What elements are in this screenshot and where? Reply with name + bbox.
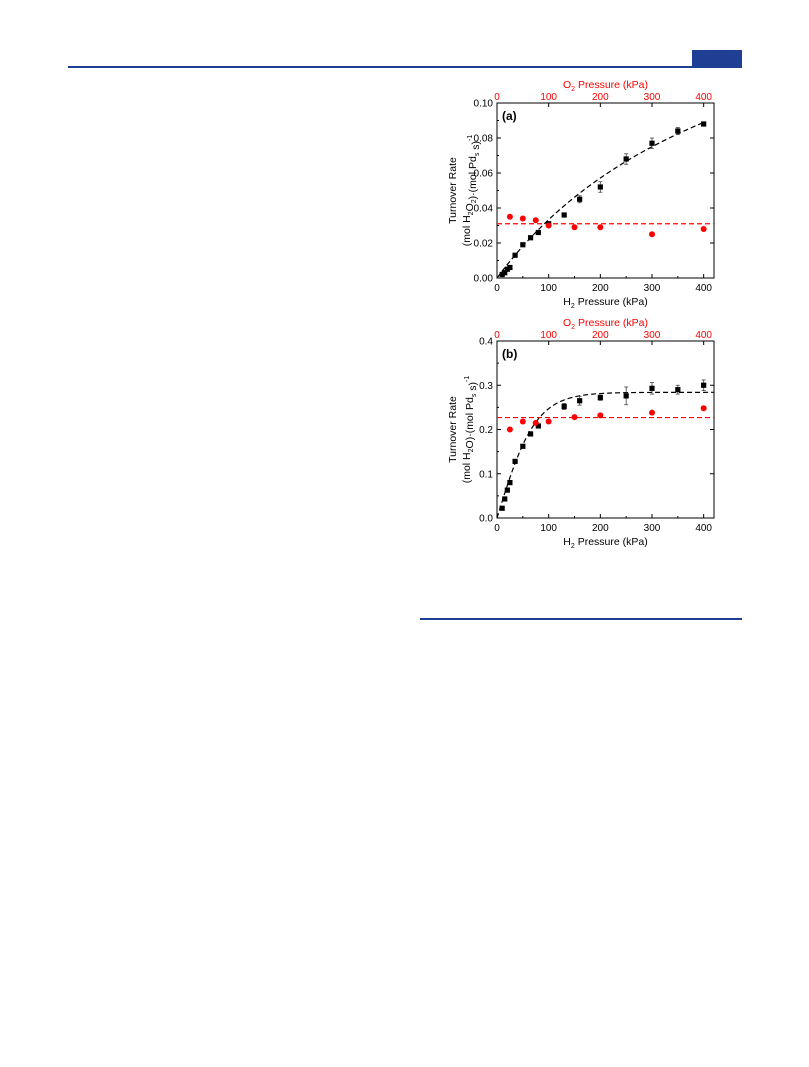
y-axis-title: Turnover Rate [447, 157, 459, 224]
x2-axis-title: O2 Pressure (kPa) [563, 79, 648, 93]
data-point-h2 [504, 487, 510, 493]
y-tick-label: 0.2 [479, 425, 493, 436]
chart-panel-a: 0 100 200 300 400 0 100 200 300 400 0.00 0.02 0.04 0.… [447, 79, 715, 310]
data-point-h2 [527, 235, 534, 241]
x2-tick-label: 300 [644, 92, 661, 103]
header-tab [692, 50, 742, 66]
data-point-h2 [675, 387, 681, 393]
data-point-o2 [597, 412, 604, 419]
data-point-o2 [532, 217, 539, 224]
y-tick-label: 0.04 [474, 204, 494, 215]
data-point-h2 [649, 140, 655, 146]
x2-axis-title: O2 Pressure (kPa) [563, 317, 648, 331]
data-point-h2 [577, 196, 583, 202]
y-tick-label: 0.00 [474, 274, 494, 285]
data-point-h2 [502, 496, 508, 502]
y-axis-unit: (mol H2O)·(mol Pds s)-1 [461, 376, 479, 484]
data-point-h2 [577, 398, 583, 404]
x-tick-label: 400 [695, 283, 712, 294]
x-tick-label: 300 [644, 283, 661, 294]
data-point-o2 [649, 409, 655, 416]
plot-frame [496, 340, 715, 519]
y-tick-label: 0.06 [474, 169, 494, 180]
data-point-o2 [506, 213, 513, 220]
data-point-o2 [597, 224, 604, 231]
x2-tick-label: 300 [644, 330, 661, 341]
x-axis-title: H2 Pressure (kPa) [563, 296, 647, 310]
x2-tick-label: 400 [695, 330, 712, 341]
data-point-o2 [519, 215, 526, 222]
x-tick-label: 200 [592, 283, 609, 294]
data-point-h2 [675, 128, 681, 134]
header-rule [68, 66, 742, 68]
data-point-h2 [520, 443, 526, 449]
data-point-h2 [597, 395, 603, 401]
y-tick-label: 0.10 [474, 99, 494, 110]
data-point-h2 [502, 270, 508, 276]
panel-label: (b) [502, 347, 517, 361]
data-point-o2 [571, 414, 578, 421]
data-point-h2 [507, 480, 513, 486]
y-axis-title: Turnover Rate [447, 396, 459, 463]
y-tick-label: 0.08 [474, 134, 494, 145]
plot-frame [496, 102, 715, 279]
data-point-h2 [561, 212, 567, 218]
footer-rule [420, 618, 742, 620]
x-tick-label: 100 [540, 523, 557, 534]
x-tick-label: 200 [592, 523, 609, 534]
x2-tick-label: 0 [494, 92, 500, 103]
data-point-h2 [512, 458, 518, 464]
data-point-h2 [535, 229, 541, 236]
data-point-h2 [535, 423, 541, 429]
x2-tick-label: 200 [592, 330, 609, 341]
data-point-h2 [527, 431, 534, 437]
data-point-o2 [506, 426, 513, 433]
data-point-o2 [571, 224, 578, 231]
data-point-o2 [700, 226, 707, 232]
data-point-h2 [649, 385, 655, 391]
x-tick-label: 100 [540, 283, 557, 294]
x2-tick-label: 0 [494, 330, 500, 341]
y-axis-unit: (mol H2O2)·(mol Pds s)-1 [461, 135, 482, 247]
data-point-h2 [520, 242, 526, 248]
y-tick-label: 0.02 [474, 239, 494, 250]
panel-label: (a) [502, 109, 517, 123]
data-point-h2 [623, 156, 629, 162]
data-point-h2 [561, 403, 567, 410]
y-tick-label: 0.3 [479, 381, 493, 392]
data-point-o2 [545, 418, 552, 425]
x-tick-label: 300 [644, 523, 661, 534]
chart-panel-b: 0 100 200 300 400 0 100 200 300 400 0.0 0.1 0.2 0.3 0.… [447, 317, 715, 550]
x-axis-title: H2 Pressure (kPa) [563, 536, 647, 550]
data-point-h2 [701, 121, 707, 127]
y-tick-label: 0.0 [479, 514, 493, 525]
data-point-h2 [597, 184, 603, 190]
y-tick-label: 0.4 [479, 337, 493, 348]
data-point-h2 [499, 505, 505, 511]
data-point-o2 [700, 405, 707, 412]
data-point-h2 [507, 264, 513, 271]
x-tick-label: 0 [494, 523, 500, 534]
x-tick-label: 0 [494, 283, 500, 294]
x-tick-label: 400 [695, 523, 712, 534]
x2-tick-label: 200 [592, 92, 609, 103]
data-point-o2 [545, 222, 552, 229]
x2-tick-label: 100 [540, 330, 557, 341]
x2-tick-label: 400 [695, 92, 712, 103]
data-point-o2 [532, 419, 539, 426]
data-point-h2 [512, 252, 518, 258]
fit-line [497, 121, 704, 278]
data-point-h2 [701, 382, 707, 388]
y-tick-label: 0.1 [479, 469, 493, 480]
x2-tick-label: 100 [540, 92, 557, 103]
data-point-o2 [519, 418, 526, 425]
data-point-h2 [623, 393, 629, 399]
fit-line [497, 391, 714, 518]
data-point-o2 [649, 231, 655, 238]
